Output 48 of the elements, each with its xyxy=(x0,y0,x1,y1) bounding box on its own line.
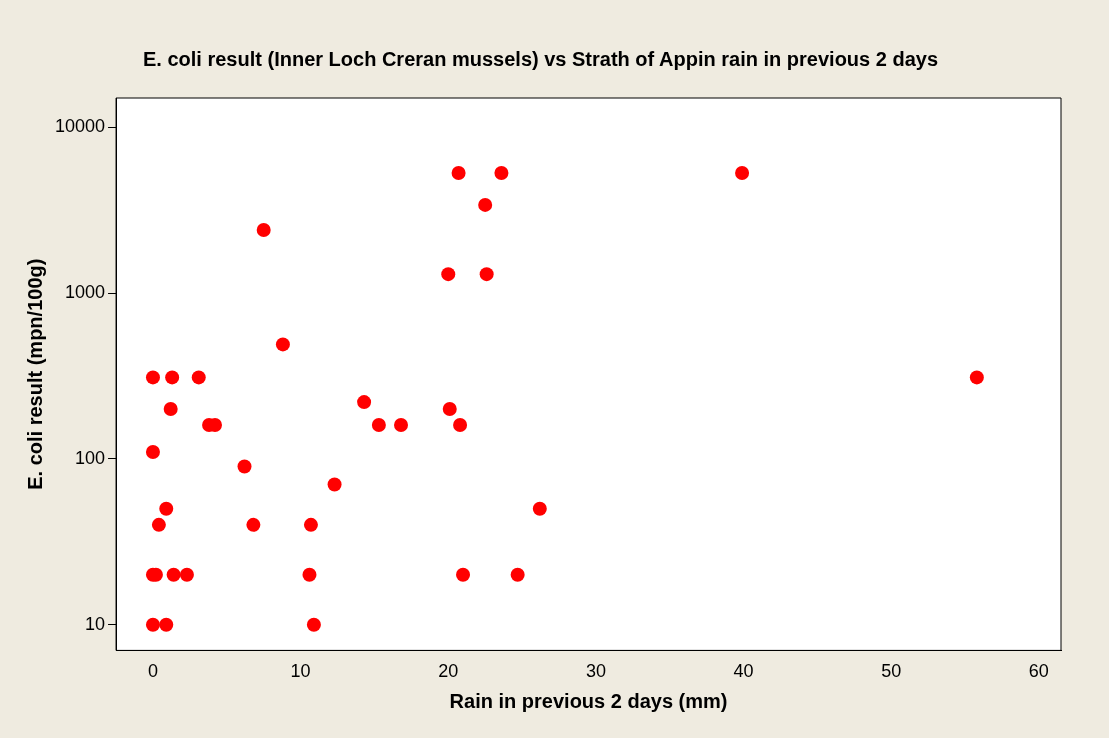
y-tick-label: 10000 xyxy=(54,116,106,137)
point xyxy=(532,501,547,516)
point xyxy=(453,418,468,433)
point xyxy=(479,267,494,282)
point xyxy=(166,567,181,582)
y-tick-label: 1000 xyxy=(65,282,106,303)
point xyxy=(456,567,471,582)
point xyxy=(478,197,493,212)
point xyxy=(159,617,174,632)
point xyxy=(494,165,509,180)
x-tick-label: 50 xyxy=(881,661,902,682)
point xyxy=(163,401,178,416)
point xyxy=(969,370,984,385)
x-tick-label: 20 xyxy=(438,661,459,682)
point xyxy=(327,477,342,492)
point xyxy=(256,222,271,237)
x-axis-title: Rain in previous 2 days (mm) xyxy=(449,689,728,712)
point xyxy=(303,517,318,532)
point xyxy=(394,418,409,433)
point xyxy=(306,617,321,632)
point xyxy=(510,567,525,582)
point xyxy=(441,267,456,282)
x-tick-label: 10 xyxy=(290,661,311,682)
y-tick-label: 100 xyxy=(75,447,106,468)
point xyxy=(159,501,174,516)
point xyxy=(145,617,160,632)
point xyxy=(371,418,386,433)
point xyxy=(151,517,166,532)
x-tick-label: 60 xyxy=(1028,661,1049,682)
x-tick-label: 0 xyxy=(147,661,158,682)
point xyxy=(442,401,457,416)
point xyxy=(246,517,261,532)
y-axis-title: E. coli result (mpn/100g) xyxy=(23,258,46,490)
x-tick-label: 30 xyxy=(585,661,606,682)
point xyxy=(451,165,466,180)
point xyxy=(165,370,180,385)
point xyxy=(275,337,290,352)
point xyxy=(357,395,372,410)
point xyxy=(735,165,750,180)
point xyxy=(145,370,160,385)
point xyxy=(191,370,206,385)
point xyxy=(179,567,194,582)
x-tick-label: 40 xyxy=(733,661,754,682)
point xyxy=(145,445,160,460)
y-tick-label: 10 xyxy=(85,613,106,634)
chart-title: E. coli result (Inner Loch Creran mussels) vs Strath of Appin rain in previous 2 days xyxy=(142,47,939,70)
point xyxy=(237,459,252,474)
point xyxy=(302,567,317,582)
